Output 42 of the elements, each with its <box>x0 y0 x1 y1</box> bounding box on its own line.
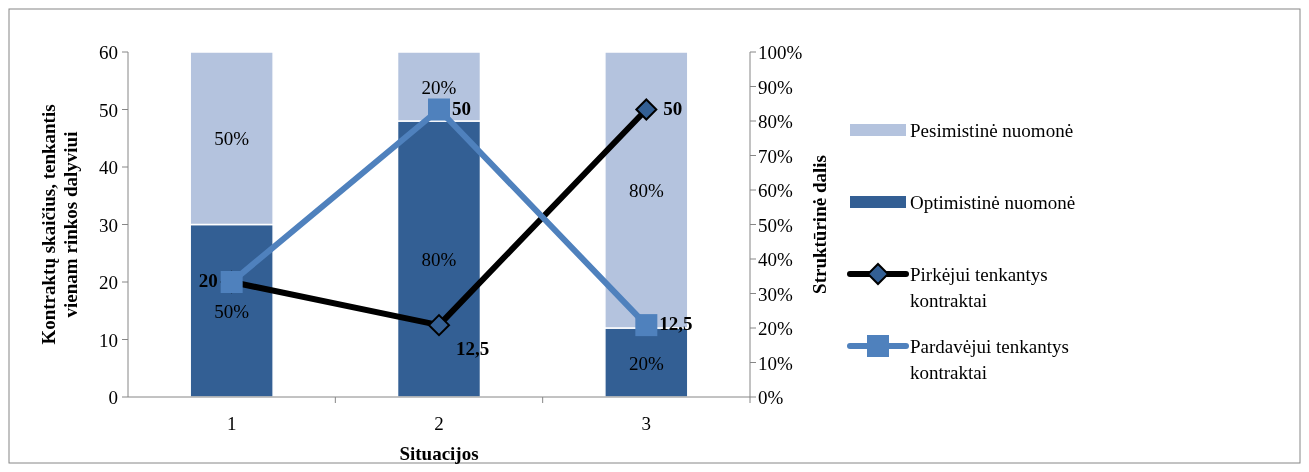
x-tick-label: 1 <box>226 413 237 434</box>
y2-tick-label: 80% <box>758 111 793 132</box>
y2-tick-label: 60% <box>758 180 793 201</box>
y-tick-label: 10 <box>99 329 118 351</box>
y2-tick-label: 30% <box>758 283 793 305</box>
y2-tick-label: 10% <box>758 352 793 374</box>
y-tick-label: 0 <box>108 387 118 408</box>
data-label: 20% <box>628 352 664 374</box>
data-label: 20% <box>421 76 457 98</box>
data-label: 80% <box>421 249 457 270</box>
y2-tick-label: 40% <box>758 249 793 270</box>
point <box>635 98 658 121</box>
y2-axis-title: Struktūrinė dalis <box>809 155 830 294</box>
y2-tick-label: 20% <box>758 318 793 339</box>
data-label: 12,5 <box>659 313 693 335</box>
point <box>428 314 450 337</box>
y-tick-label: 40 <box>99 157 118 178</box>
y2-tick-label: 70% <box>758 145 793 167</box>
legend-label: Pirkėjui tenkantys kontraktai <box>910 264 1048 311</box>
y2-tick-label: 100% <box>758 42 803 63</box>
data-label: 50% <box>214 300 250 322</box>
data-label: 20 <box>198 270 218 291</box>
y-tick-label: 50 <box>99 99 118 121</box>
y-axis-title: Kontraktų skaičius, tenkantis vienam rinkos dalyviui <box>38 104 81 345</box>
legend-label: Pardavėjui tenkantys kontraktai <box>910 336 1069 383</box>
data-label: 50 <box>452 97 471 119</box>
x-tick-label: 2 <box>434 413 444 434</box>
legend-label: Pesimistinė nuomonė <box>910 120 1074 141</box>
y-tick-label: 20 <box>99 272 118 293</box>
y-tick-label: 30 <box>99 214 118 236</box>
x-axis-title: Situacijos <box>399 443 479 464</box>
data-label: 80% <box>628 180 664 201</box>
point <box>428 98 450 121</box>
y2-tick-label: 50% <box>758 214 793 236</box>
data-label: 50% <box>214 128 250 150</box>
legend-label: Optimistinė nuomonė <box>910 192 1076 213</box>
data-label: 50 <box>663 97 683 119</box>
y2-tick-label: 0% <box>758 387 784 408</box>
point <box>635 314 658 337</box>
y-tick-label: 60 <box>99 42 118 63</box>
x-tick-label: 3 <box>641 413 652 434</box>
y2-tick-label: 90% <box>758 76 793 98</box>
